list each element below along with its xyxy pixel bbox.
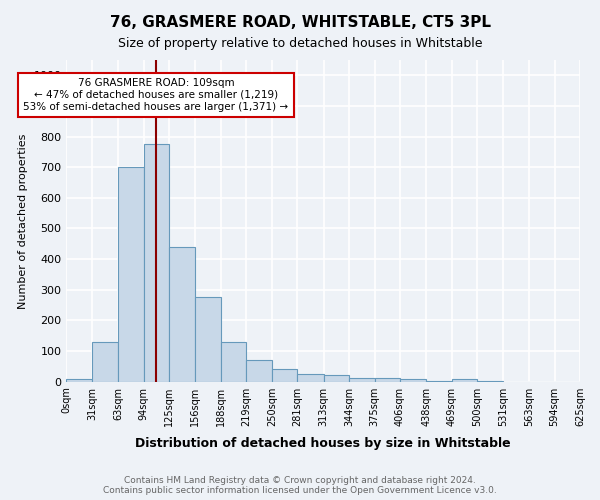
Bar (221, 342, 247, 382)
Bar (477, 381, 503, 382)
Bar (427, 381, 452, 382)
Text: Size of property relative to detached houses in Whitstable: Size of property relative to detached ho… (118, 38, 482, 51)
Bar (349, 378, 374, 382)
X-axis label: Distribution of detached houses by size in Whitstable: Distribution of detached houses by size … (136, 437, 511, 450)
Bar (323, 375, 349, 382)
Bar (118, 167, 144, 382)
Bar (144, 144, 169, 382)
Text: Contains public sector information licensed under the Open Government Licence v3: Contains public sector information licen… (103, 486, 497, 495)
Y-axis label: Number of detached properties: Number of detached properties (18, 133, 28, 308)
Text: 76 GRASMERE ROAD: 109sqm
← 47% of detached houses are smaller (1,219)
53% of sem: 76 GRASMERE ROAD: 109sqm ← 47% of detach… (23, 78, 289, 112)
Bar (194, 298, 221, 382)
Bar (400, 379, 427, 382)
Bar (169, 247, 194, 382)
Bar (452, 379, 477, 382)
Text: 76, GRASMERE ROAD, WHITSTABLE, CT5 3PL: 76, GRASMERE ROAD, WHITSTABLE, CT5 3PL (110, 15, 491, 30)
Bar (247, 360, 272, 382)
Bar (374, 378, 400, 382)
Bar (92, 342, 118, 382)
Text: Contains HM Land Registry data © Crown copyright and database right 2024.: Contains HM Land Registry data © Crown c… (124, 476, 476, 485)
Bar (272, 370, 298, 382)
Bar (67, 379, 92, 382)
Bar (298, 374, 323, 382)
